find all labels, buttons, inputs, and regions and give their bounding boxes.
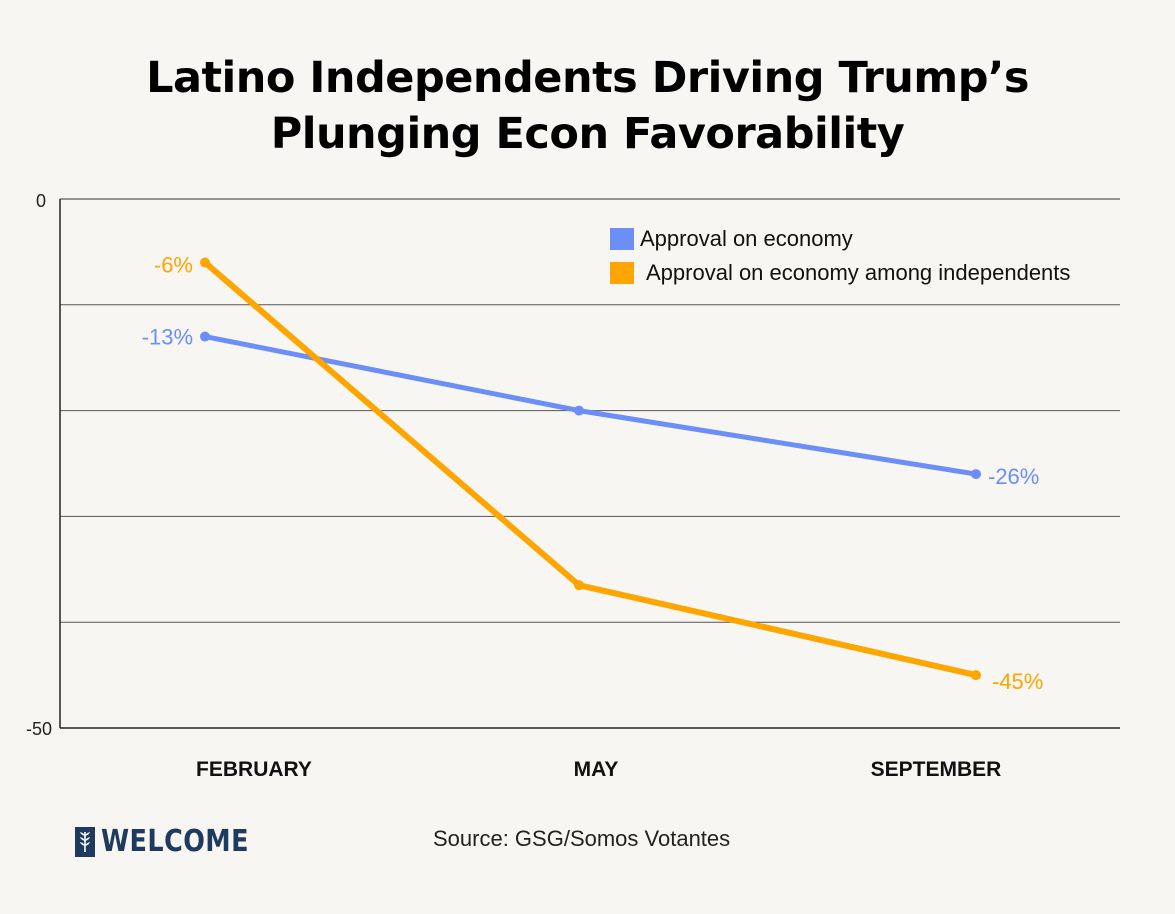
x-tick-label: MAY bbox=[574, 758, 619, 781]
chart-title: Latino Independents Driving Trump’s Plun… bbox=[0, 50, 1175, 162]
x-tick-label: FEBRUARY bbox=[196, 758, 312, 781]
legend-label: Approval on economy bbox=[640, 226, 853, 251]
title-line-2: Plunging Econ Favorability bbox=[270, 109, 905, 159]
data-point bbox=[574, 580, 584, 591]
brand-name: WELCOME bbox=[101, 824, 249, 859]
data-point bbox=[200, 331, 210, 342]
data-label: -26% bbox=[988, 464, 1039, 489]
data-label: -45% bbox=[992, 669, 1043, 694]
series-line bbox=[202, 259, 979, 679]
data-point bbox=[971, 469, 981, 480]
brand-logo: WELCOME bbox=[75, 824, 275, 859]
y-tick-label: 0 bbox=[36, 191, 46, 211]
data-label: -13% bbox=[142, 325, 193, 350]
series-line bbox=[202, 334, 979, 477]
data-label: -6% bbox=[154, 252, 193, 277]
y-tick-label: -50 bbox=[26, 719, 52, 739]
legend-swatch bbox=[610, 228, 634, 250]
title-line-1: Latino Independents Driving Trump’s bbox=[146, 53, 1029, 103]
wheat-icon bbox=[75, 826, 95, 857]
legend-label: Approval on economy among independents bbox=[646, 260, 1070, 285]
data-point bbox=[574, 405, 584, 416]
data-point bbox=[200, 257, 210, 268]
data-point bbox=[971, 670, 981, 681]
source-note: Source: GSG/Somos Votantes bbox=[433, 826, 731, 851]
x-tick-label: SEPTEMBER bbox=[871, 758, 1002, 781]
legend-swatch bbox=[610, 262, 634, 284]
